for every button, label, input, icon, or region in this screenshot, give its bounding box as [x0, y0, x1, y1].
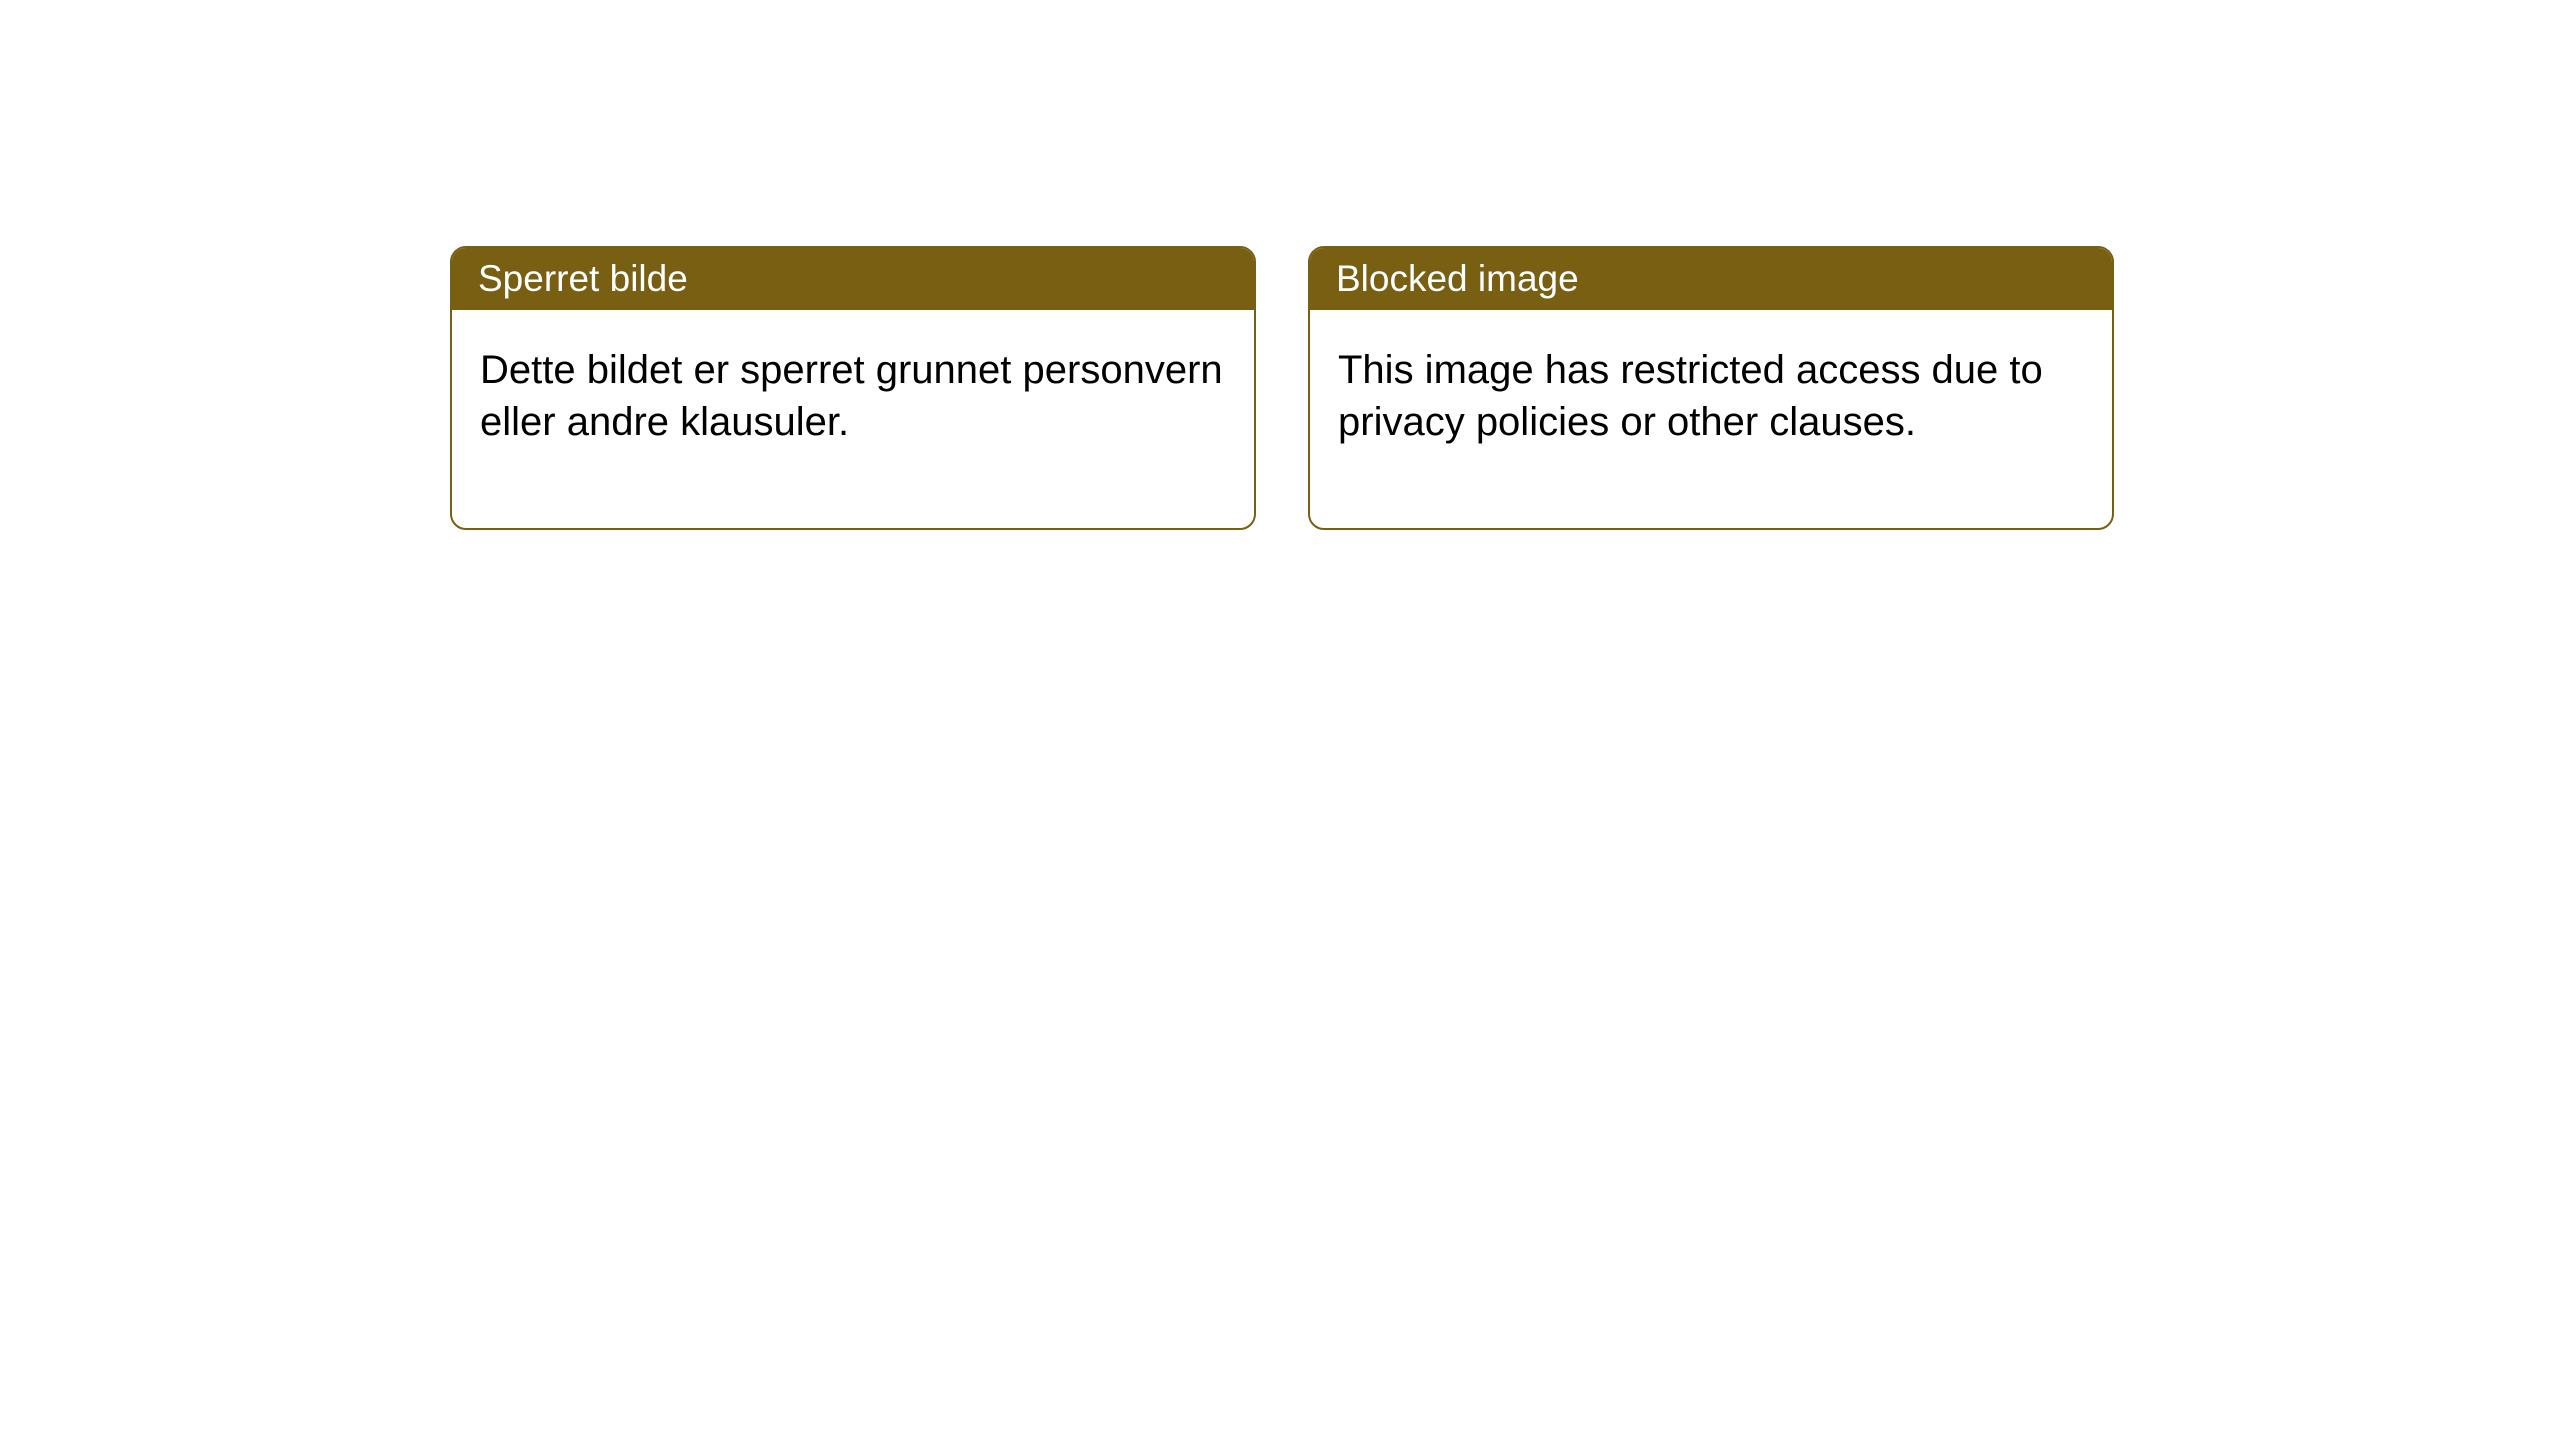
- notice-body-norwegian: Dette bildet er sperret grunnet personve…: [452, 310, 1254, 528]
- notice-header-norwegian: Sperret bilde: [452, 248, 1254, 310]
- notices-container: Sperret bilde Dette bildet er sperret gr…: [450, 246, 2114, 530]
- notice-card-english: Blocked image This image has restricted …: [1308, 246, 2114, 530]
- notice-card-norwegian: Sperret bilde Dette bildet er sperret gr…: [450, 246, 1256, 530]
- notice-header-english: Blocked image: [1310, 248, 2112, 310]
- notice-body-english: This image has restricted access due to …: [1310, 310, 2112, 528]
